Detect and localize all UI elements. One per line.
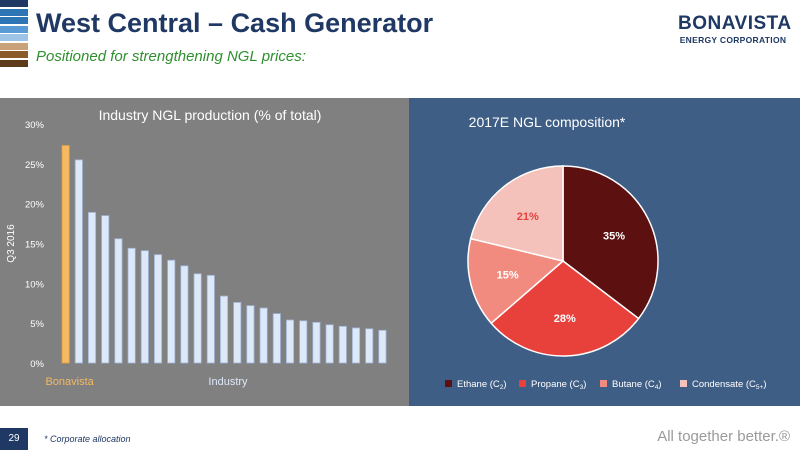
page-number: 29	[0, 428, 28, 450]
y-tick-label: 5%	[30, 319, 44, 330]
legend-swatch	[445, 380, 452, 387]
y-tick-label: 10%	[25, 279, 45, 290]
pie-slice	[467, 237, 565, 325]
y-tick-label: 25%	[25, 160, 45, 171]
pie-slice	[562, 165, 659, 320]
group-label-industry: Industry	[208, 376, 248, 388]
brand-stripe	[0, 17, 28, 24]
bar-chart-title: Industry NGL production (% of total)	[99, 107, 322, 123]
bar	[193, 273, 202, 364]
bar	[246, 305, 255, 364]
pie-chart-panel: 2017E NGL composition* 35% 28% 15% 21% Ethane…	[409, 98, 800, 406]
bar	[259, 307, 268, 364]
brand-stripes	[0, 0, 28, 70]
bar	[233, 302, 242, 364]
pie-slice-label: 21%	[517, 211, 539, 223]
page-subtitle: Positioned for strengthening NGL prices:	[36, 48, 306, 65]
bar	[74, 159, 83, 364]
bar	[378, 329, 387, 364]
y-tick-label: 20%	[25, 200, 45, 211]
bar	[167, 259, 176, 364]
bar	[219, 295, 229, 364]
brand-stripe	[0, 42, 28, 50]
pie-slice	[469, 165, 564, 262]
page-title: West Central – Cash Generator	[36, 8, 434, 38]
legend-swatch	[680, 380, 687, 387]
bar	[325, 324, 334, 364]
brand-stripe	[0, 8, 28, 16]
legend-label: Butane (C4)	[612, 379, 662, 391]
bar	[88, 212, 97, 364]
bar	[338, 325, 347, 364]
pie-slice-label: 28%	[554, 313, 576, 325]
company-logo: BONAVISTA ENERGY CORPORATION	[678, 13, 792, 46]
bar	[180, 265, 189, 364]
legend-swatch	[519, 380, 526, 387]
logo-subtitle: ENERGY CORPORATION	[679, 35, 787, 45]
y-tick-label: 15%	[25, 240, 45, 251]
bar	[140, 250, 149, 364]
footnote: * Corporate allocation	[44, 434, 131, 444]
bar-highlight	[61, 145, 70, 364]
bar	[127, 247, 136, 364]
bar	[312, 321, 321, 364]
legend-label: Propane (C3)	[531, 379, 586, 391]
bar	[299, 320, 308, 364]
y-tick-label: 30%	[25, 120, 45, 131]
y-tick-label: 0%	[30, 359, 44, 370]
brand-stripe	[0, 0, 28, 7]
legend-swatch	[600, 380, 607, 387]
bar-chart: Industry NGL production (% of total) 0% 5%…	[6, 107, 387, 388]
legend-label: Condensate (C5+)	[692, 379, 767, 391]
pie-slice-label: 15%	[497, 269, 519, 281]
brand-stripe	[0, 25, 28, 33]
bar	[206, 274, 215, 364]
brand-stripe	[0, 34, 28, 41]
bar	[114, 238, 123, 364]
y-axis-label: Q3 2016	[6, 224, 17, 263]
group-label-bonavista: Bonavista	[45, 376, 94, 388]
legend-label: Ethane (C2)	[457, 379, 507, 391]
pie-slice	[490, 260, 640, 357]
pie-chart: 2017E NGL composition* 35% 28% 15% 21% Ethane…	[445, 114, 767, 391]
brand-stripe	[0, 51, 28, 58]
pie-chart-title: 2017E NGL composition*	[469, 114, 626, 130]
brand-stripe	[0, 59, 28, 67]
bar-chart-panel: Industry NGL production (% of total) 0% 5%…	[0, 98, 409, 406]
bar	[272, 313, 281, 364]
bar	[351, 327, 361, 364]
tagline: All together better.®	[657, 428, 790, 445]
logo-brand: BONAVISTA	[678, 13, 792, 34]
pie-slice-label: 35%	[603, 231, 625, 243]
bar	[285, 319, 295, 364]
bar	[365, 328, 374, 364]
bar	[101, 215, 110, 364]
bar	[153, 254, 163, 364]
